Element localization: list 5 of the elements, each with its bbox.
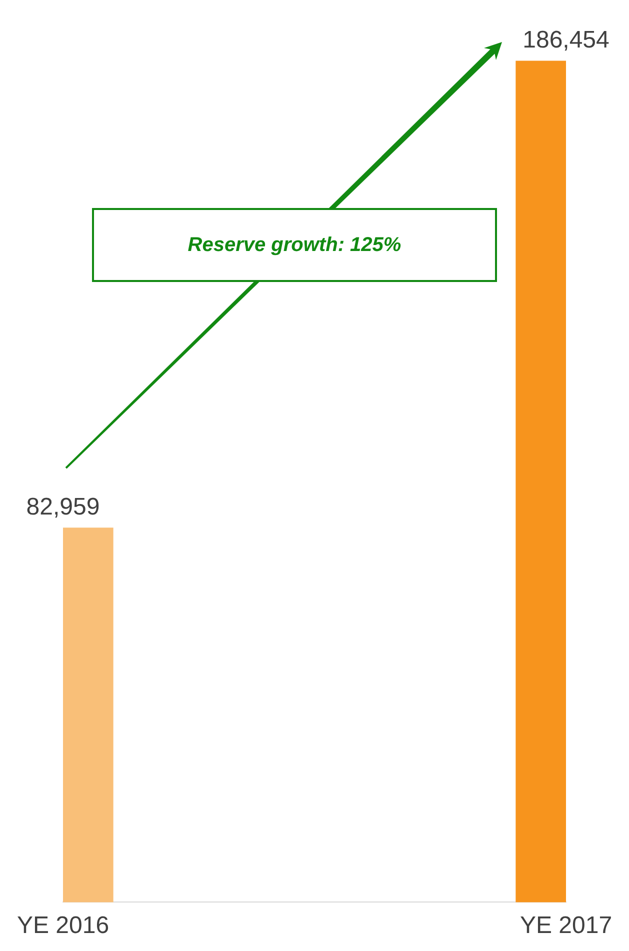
x-tick-label: YE 2017 [520,912,612,940]
data-label: 186,454 [522,26,610,54]
x-tick-label: YE 2016 [16,912,110,940]
data-label: 82,959 [26,494,100,521]
annotation: Reserve growth: 125% [188,234,402,256]
